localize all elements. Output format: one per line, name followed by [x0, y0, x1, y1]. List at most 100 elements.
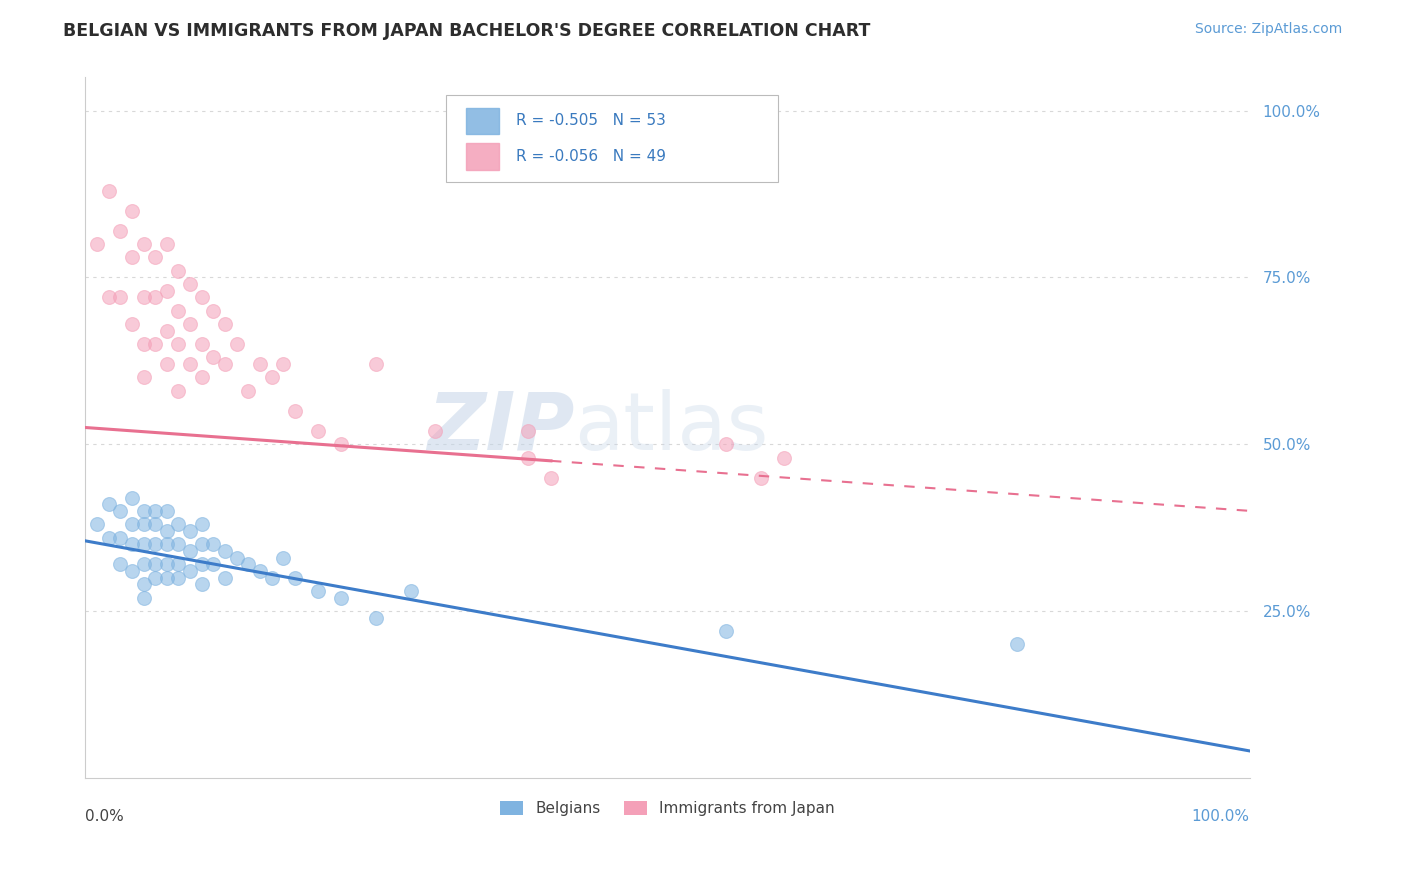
Point	[284, 404, 307, 418]
Point	[749, 470, 772, 484]
Point	[772, 450, 794, 465]
Point	[214, 317, 236, 331]
Point	[249, 564, 271, 578]
Bar	[465, 143, 499, 169]
Point	[238, 558, 260, 572]
Point	[284, 570, 307, 584]
Point	[190, 577, 212, 591]
Point	[423, 424, 446, 438]
Point	[202, 558, 225, 572]
Point	[143, 337, 166, 351]
Point	[214, 357, 236, 371]
Text: 100.0%: 100.0%	[1191, 809, 1250, 824]
Point	[401, 583, 423, 598]
Point	[271, 550, 294, 565]
Point	[190, 558, 212, 572]
Point	[121, 203, 143, 218]
Text: Source: ZipAtlas.com: Source: ZipAtlas.com	[1195, 22, 1343, 37]
FancyBboxPatch shape	[446, 95, 778, 183]
Point	[260, 570, 283, 584]
Point	[167, 537, 190, 551]
Point	[132, 504, 155, 518]
Point	[260, 370, 283, 384]
Bar	[465, 108, 499, 135]
Point	[121, 251, 143, 265]
Point	[132, 237, 155, 252]
Point	[179, 317, 201, 331]
Point	[143, 570, 166, 584]
Point	[143, 251, 166, 265]
Point	[167, 558, 190, 572]
Point	[132, 577, 155, 591]
Point	[179, 524, 201, 538]
Point	[366, 357, 388, 371]
Point	[238, 384, 260, 398]
Point	[156, 284, 179, 298]
Point	[225, 337, 247, 351]
Point	[271, 357, 294, 371]
Point	[132, 517, 155, 532]
Point	[143, 558, 166, 572]
Point	[97, 497, 120, 511]
Point	[110, 531, 132, 545]
Point	[86, 237, 108, 252]
Point	[307, 583, 329, 598]
Text: ZIP: ZIP	[427, 389, 574, 467]
Point	[132, 337, 155, 351]
Point	[132, 370, 155, 384]
Point	[167, 303, 190, 318]
Point	[97, 184, 120, 198]
Point	[132, 290, 155, 304]
Point	[132, 558, 155, 572]
Point	[143, 537, 166, 551]
Point	[121, 317, 143, 331]
Point	[156, 524, 179, 538]
Text: 0.0%: 0.0%	[86, 809, 124, 824]
Point	[179, 564, 201, 578]
Point	[516, 450, 538, 465]
Point	[167, 337, 190, 351]
Point	[110, 224, 132, 238]
Point	[132, 591, 155, 605]
Point	[307, 424, 329, 438]
Point	[202, 303, 225, 318]
Point	[167, 517, 190, 532]
Point	[156, 504, 179, 518]
Point	[156, 558, 179, 572]
Point	[714, 437, 737, 451]
Point	[190, 290, 212, 304]
Point	[156, 237, 179, 252]
Point	[1005, 637, 1028, 651]
Point	[225, 550, 247, 565]
Point	[190, 337, 212, 351]
Point	[249, 357, 271, 371]
Point	[190, 537, 212, 551]
Point	[167, 384, 190, 398]
Point	[714, 624, 737, 638]
Point	[143, 517, 166, 532]
Point	[330, 591, 353, 605]
Point	[97, 290, 120, 304]
Point	[121, 564, 143, 578]
Point	[167, 264, 190, 278]
Point	[132, 537, 155, 551]
Point	[143, 290, 166, 304]
Point	[179, 544, 201, 558]
Point	[97, 531, 120, 545]
Point	[366, 610, 388, 624]
Point	[179, 277, 201, 292]
Point	[110, 290, 132, 304]
Text: BELGIAN VS IMMIGRANTS FROM JAPAN BACHELOR'S DEGREE CORRELATION CHART: BELGIAN VS IMMIGRANTS FROM JAPAN BACHELO…	[63, 22, 870, 40]
Point	[330, 437, 353, 451]
Point	[121, 517, 143, 532]
Point	[110, 504, 132, 518]
Point	[190, 370, 212, 384]
Point	[156, 324, 179, 338]
Point	[202, 351, 225, 365]
Point	[143, 504, 166, 518]
Point	[214, 570, 236, 584]
Point	[156, 570, 179, 584]
Point	[516, 424, 538, 438]
Point	[540, 470, 562, 484]
Point	[110, 558, 132, 572]
